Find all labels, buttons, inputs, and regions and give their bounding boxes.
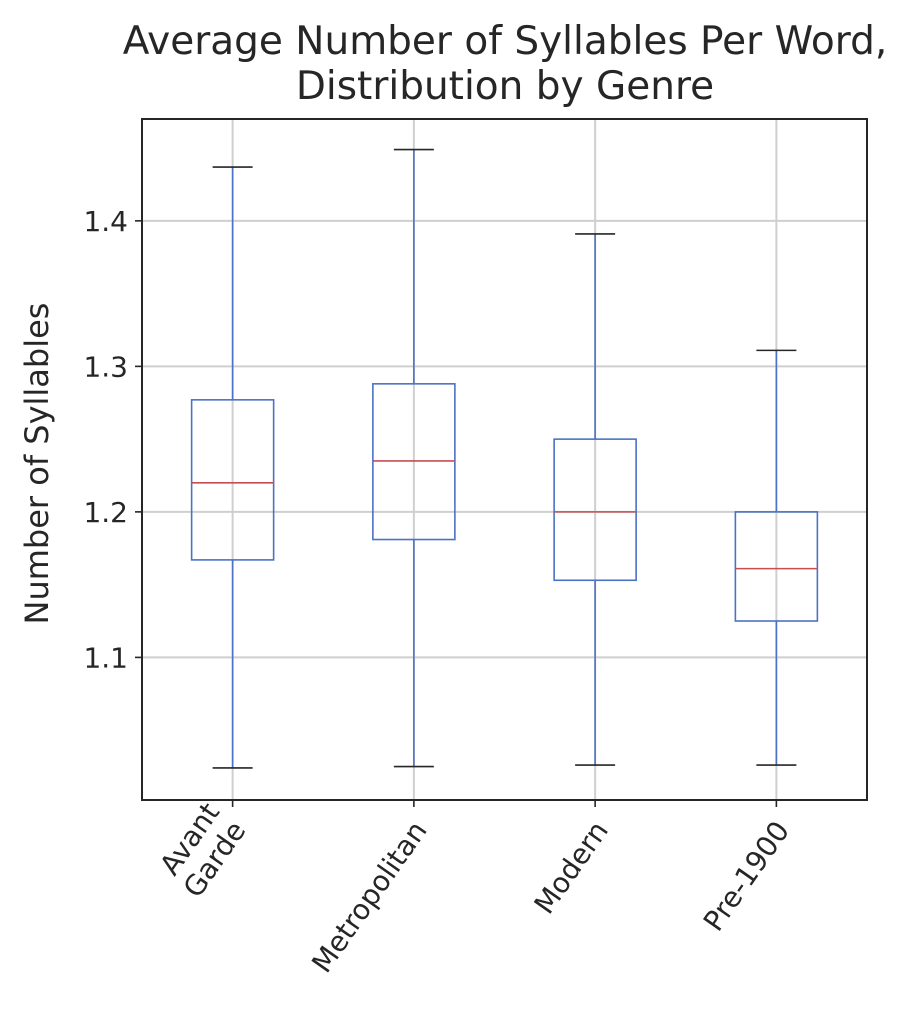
x-tick-label: Metropolitan [305,815,433,979]
grid-lines [142,119,867,800]
x-tick-label: Pre-1900 [697,815,796,937]
y-axis-ticks: 1.1 1.2 1.3 1.4 [83,205,142,674]
y-tick-label: 1.2 [83,496,128,529]
iqr-box [734,511,819,622]
y-tick-label: 1.3 [83,350,128,383]
x-tick-label-line: Modern [528,815,615,920]
box-2 [553,233,637,766]
y-tick-label: 1.4 [83,205,128,238]
x-tick-label: AvantGarde [150,797,252,904]
plot-frame [141,118,868,801]
box-series [190,148,819,769]
box-0 [190,166,275,769]
box-3 [734,349,819,766]
chart-title: Average Number of Syllables Per Word,Dis… [123,19,888,109]
x-axis-ticks: AvantGarde Metropolitan Modern Pre-1900 [150,797,796,979]
x-tick-label-line: Metropolitan [305,815,433,979]
y-axis-label: Number of Syllables [18,303,56,625]
x-tick-label-line: Pre-1900 [697,815,796,937]
y-tick-label: 1.1 [83,641,128,674]
chart-title-line: Distribution by Genre [296,64,714,109]
x-tick-label: Modern [528,815,615,920]
iqr-box [553,438,637,582]
box-1 [372,148,456,768]
chart-title-line: Average Number of Syllables Per Word, [123,19,888,64]
iqr-box [190,399,275,561]
